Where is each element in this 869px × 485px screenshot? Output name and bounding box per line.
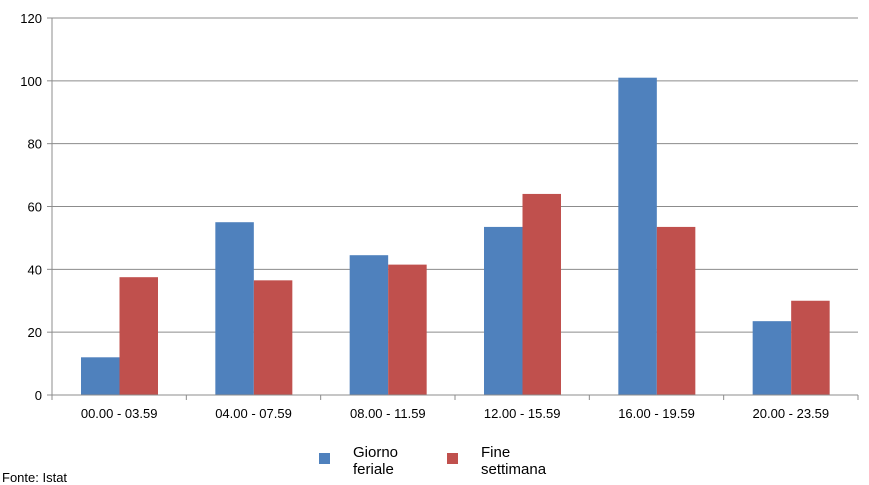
bar-giorno-feriale: [215, 222, 254, 395]
bar-fine-settimana: [656, 226, 696, 395]
axes: [47, 17, 859, 400]
bars: [81, 77, 830, 396]
x-tick-labels: 00.00 - 03.59 04.00 - 07.59 08.00 - 11.59 1…: [81, 406, 829, 421]
bar-fine-settimana: [253, 280, 293, 395]
bar-fine-settimana: [791, 300, 830, 395]
legend-swatch: [447, 453, 458, 464]
source-note: Fonte: Istat: [2, 470, 68, 485]
bar-giorno-feriale: [349, 255, 389, 395]
legend-swatch: [319, 453, 330, 464]
y-tick-label: 60: [28, 200, 42, 215]
gridlines: [52, 17, 858, 333]
x-tick-label: 00.00 - 03.59: [81, 406, 158, 421]
bar-giorno-feriale: [81, 357, 120, 395]
y-tick-labels: 0 20 40 60 80 100 120: [20, 11, 42, 403]
x-tick-label: 20.00 - 23.59: [753, 406, 830, 421]
y-tick-label: 80: [28, 137, 42, 152]
bar-giorno-feriale: [618, 77, 657, 396]
y-tick-label: 0: [35, 388, 42, 403]
legend-label: Giorno: [353, 444, 398, 461]
x-tick-label: 04.00 - 07.59: [215, 406, 292, 421]
bar-giorno-feriale: [752, 321, 792, 395]
x-tick-label: 16.00 - 19.59: [618, 406, 695, 421]
bar-fine-settimana: [119, 277, 158, 395]
legend-label: Fine: [481, 444, 510, 461]
y-tick-label: 20: [28, 325, 42, 340]
x-tick-label: 12.00 - 15.59: [484, 406, 561, 421]
x-tick-label: 08.00 - 11.59: [350, 406, 426, 421]
legend-label: feriale: [353, 461, 394, 478]
y-tick-label: 120: [20, 11, 42, 26]
y-tick-label: 100: [20, 74, 42, 89]
bar-fine-settimana: [522, 193, 561, 395]
bar-fine-settimana: [388, 264, 427, 395]
bar-giorno-feriale: [484, 226, 523, 395]
legend-label: settimana: [481, 461, 547, 478]
y-tick-label: 40: [28, 262, 42, 277]
